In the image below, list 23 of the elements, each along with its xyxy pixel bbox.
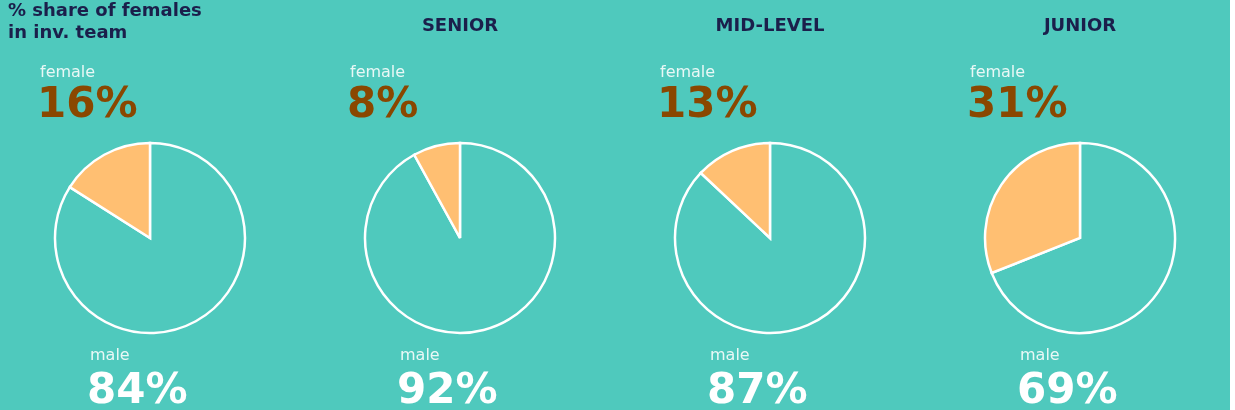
slice-label: female — [660, 62, 716, 81]
data-label: 69% — [1017, 364, 1118, 410]
chart-title: SENIOR — [421, 14, 499, 35]
slice-label: male — [90, 345, 130, 364]
slice-label: female — [970, 62, 1026, 81]
chart-title: JUNIOR — [1041, 14, 1117, 35]
slice-label: male — [710, 345, 750, 364]
data-label: 8% — [347, 78, 419, 127]
slice-label: male — [400, 345, 440, 364]
pie-slice — [363, 141, 557, 335]
chart-title: MID-LEVEL — [715, 14, 825, 35]
data-label: 13% — [657, 78, 758, 127]
pie-slice — [673, 141, 867, 335]
slice-label: male — [1020, 345, 1060, 364]
slice-label: female — [40, 62, 96, 81]
chart-title: % share of females in inv. team — [8, 0, 202, 42]
data-label: 16% — [37, 78, 138, 127]
data-label: 31% — [967, 78, 1068, 127]
slice-label: female — [350, 62, 406, 81]
data-label: 87% — [707, 364, 808, 410]
data-label: 92% — [397, 364, 498, 410]
data-label: 84% — [87, 364, 188, 410]
pie-slice — [53, 141, 247, 335]
